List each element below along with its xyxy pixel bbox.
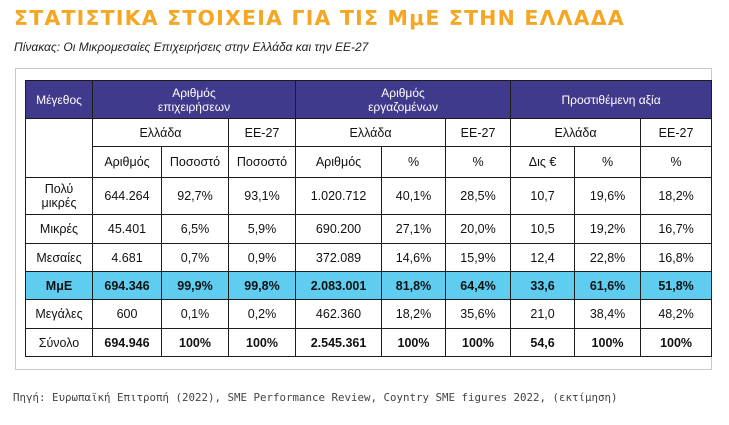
table-cell: 19,6% [574, 177, 642, 215]
table-cell: 100% [161, 328, 229, 357]
row-label: Σύνολο [25, 328, 93, 357]
table-cell: 15,9% [445, 243, 512, 272]
table-cell: 690.200 [295, 214, 383, 244]
metric-header: % [381, 146, 447, 178]
source-note: Πηγή: Ευρωπαϊκή Επιτροπή (2022), SME Per… [13, 391, 618, 404]
table-cell: 12,4 [510, 243, 576, 272]
table-cell: 0,2% [227, 299, 297, 329]
metric-header-row: Αριθμός Ποσοστό Ποσοστό Αριθμός % % Δις … [26, 146, 713, 178]
region-header: Ελλάδα [510, 118, 642, 147]
metric-header: Αριθμός [92, 146, 162, 178]
region-header: Ελλάδα [92, 118, 229, 147]
table-row: Πολύ μικρές 644.264 92,7% 93,1% 1.020.71… [25, 177, 713, 215]
group-header-row: Μέγεθος Αριθμός επιχειρήσεων Αριθμός εργ… [25, 80, 713, 119]
metric-header: Ποσοστό [161, 146, 229, 178]
table-cell: 38,4% [574, 299, 642, 329]
metric-header: % [574, 146, 642, 178]
table-cell: 28,5% [445, 177, 512, 215]
group-header-label: Αριθμός εργαζομένων [368, 85, 438, 114]
metric-header: Ποσοστό [227, 146, 297, 178]
table-row-total: Σύνολο 694.946 100% 100% 2.545.361 100% … [25, 328, 713, 357]
group-header-label: Αριθμός επιχειρήσεων [157, 85, 231, 114]
table-cell: 0,9% [227, 243, 297, 272]
table-cell: 54,6 [510, 328, 576, 357]
table-cell: 21,0 [510, 299, 576, 329]
row-label-text: Πολύ μικρές [41, 182, 77, 210]
table-cell: 2.083.001 [295, 271, 383, 300]
group-header: Αριθμός εργαζομένων [295, 80, 512, 119]
row-label: Μεγάλες [25, 299, 93, 329]
corner-header: Μέγεθος [25, 80, 93, 119]
table-cell: 19,2% [574, 214, 642, 244]
row-label: Πολύ μικρές [25, 177, 93, 215]
row-label: Μεσαίες [25, 243, 93, 272]
metric-header: % [640, 146, 713, 178]
table-cell: 99,9% [161, 271, 229, 300]
table-cell: 694.946 [92, 328, 162, 357]
table-cell: 81,8% [381, 271, 447, 300]
table-cell: 99,8% [227, 271, 297, 300]
statistics-table: Μέγεθος Αριθμός επιχειρήσεων Αριθμός εργ… [25, 80, 713, 357]
metric-header: Δις € [510, 146, 576, 178]
corner-blank [25, 118, 93, 178]
table-cell: 5,9% [227, 214, 297, 244]
region-header: ΕΕ-27 [445, 118, 512, 147]
table-cell: 462.360 [295, 299, 383, 329]
table-cell: 694.346 [92, 271, 162, 300]
table-cell: 2.545.361 [295, 328, 383, 357]
table-cell: 100% [381, 328, 447, 357]
table-cell: 33,6 [510, 271, 576, 300]
region-header: ΕΕ-27 [227, 118, 297, 147]
table-cell: 0,7% [161, 243, 229, 272]
table-cell: 16,7% [640, 214, 713, 244]
group-header: Προστιθέμενη αξία [510, 80, 713, 119]
table-cell: 1.020.712 [295, 177, 383, 215]
table-cell: 35,6% [445, 299, 512, 329]
table-cell: 61,6% [574, 271, 642, 300]
table-cell: 100% [445, 328, 512, 357]
region-header: ΕΕ-27 [640, 118, 713, 147]
table-cell: 10,7 [510, 177, 576, 215]
table-cell: 100% [227, 328, 297, 357]
table-cell: 10,5 [510, 214, 576, 244]
table-cell: 0,1% [161, 299, 229, 329]
region-header-row: Ελλάδα ΕΕ-27 Ελλάδα ΕΕ-27 Ελλάδα ΕΕ-27 [25, 118, 713, 178]
table-row: Μεσαίες 4.681 0,7% 0,9% 372.089 14,6% 15… [25, 243, 713, 272]
metric-header: % [445, 146, 512, 178]
table-cell: 372.089 [295, 243, 383, 272]
table-cell: 18,2% [381, 299, 447, 329]
table-cell: 48,2% [640, 299, 713, 329]
table-cell: 92,7% [161, 177, 229, 215]
table-row-highlighted: ΜμΕ 694.346 99,9% 99,8% 2.083.001 81,8% … [25, 271, 713, 300]
table-cell: 100% [640, 328, 713, 357]
table-cell: 64,4% [445, 271, 512, 300]
table-caption: Πίνακας: Οι Μικρομεσαίες Επιχειρήσεις στ… [14, 40, 369, 54]
table-cell: 100% [574, 328, 642, 357]
table-cell: 644.264 [92, 177, 162, 215]
table-row: Μεγάλες 600 0,1% 0,2% 462.360 18,2% 35,6… [25, 299, 713, 329]
table-cell: 4.681 [92, 243, 162, 272]
page-title: ΣΤΑΤΙΣΤΙΚΑ ΣΤΟΙΧΕΙΑ ΓΙΑ ΤΙΣ ΜμΕ ΣΤΗΝ ΕΛΛ… [14, 6, 625, 30]
table-cell: 16,8% [640, 243, 713, 272]
table-cell: 14,6% [381, 243, 447, 272]
table-cell: 40,1% [381, 177, 447, 215]
table-cell: 27,1% [381, 214, 447, 244]
table-cell: 51,8% [640, 271, 713, 300]
table-cell: 93,1% [227, 177, 297, 215]
table-cell: 22,8% [574, 243, 642, 272]
table-cell: 600 [92, 299, 162, 329]
table-cell: 20,0% [445, 214, 512, 244]
group-header: Αριθμός επιχειρήσεων [91, 80, 297, 119]
table-cell: 18,2% [640, 177, 713, 215]
row-label: Μικρές [25, 214, 93, 244]
group-header-label: Προστιθέμενη αξία [561, 92, 661, 107]
table-cell: 6,5% [161, 214, 229, 244]
table-cell: 45.401 [92, 214, 162, 244]
table-row: Μικρές 45.401 6,5% 5,9% 690.200 27,1% 20… [25, 214, 713, 244]
region-header: Ελλάδα [295, 118, 447, 147]
metric-header: Αριθμός [295, 146, 383, 178]
row-label: ΜμΕ [25, 271, 93, 300]
